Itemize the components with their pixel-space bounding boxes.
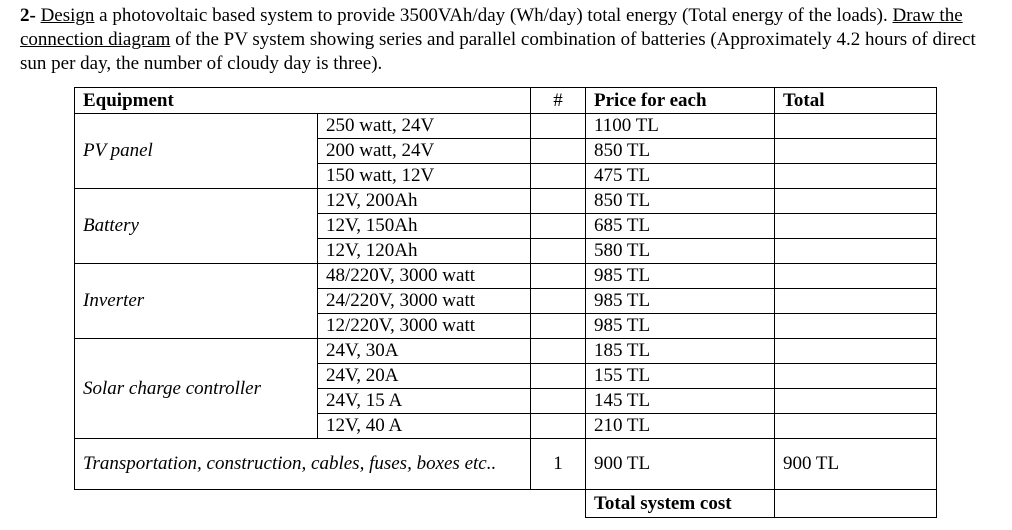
quantity-cell — [530, 113, 586, 139]
price-cell: 475 TL — [585, 163, 775, 189]
quantity-cell — [530, 213, 586, 239]
table-header-row: Equipment # Price for each Total — [74, 87, 937, 114]
total-cell — [774, 363, 937, 389]
quantity-cell — [530, 138, 586, 164]
equipment-spec: 12V, 200Ah — [317, 188, 531, 214]
total-cell — [774, 288, 937, 314]
total-system-cost-row: Total system cost — [75, 489, 937, 518]
quantity-cell — [530, 238, 586, 264]
equipment-spec: 24V, 15 A — [317, 388, 531, 414]
misc-total: 900 TL — [774, 438, 937, 490]
quantity-cell — [530, 188, 586, 214]
total-cell — [774, 188, 937, 214]
header-price: Price for each — [585, 87, 775, 114]
price-cell: 985 TL — [585, 313, 775, 339]
equipment-table: Equipment # Price for each Total PV pane… — [74, 87, 937, 518]
misc-label: Transportation, construction, cables, fu… — [74, 438, 531, 490]
draw-keyword: Draw the connection diagram — [20, 5, 963, 50]
price-cell: 580 TL — [585, 238, 775, 264]
table-row: 12V, 120Ah 580 TL — [75, 238, 937, 264]
price-cell: 850 TL — [585, 188, 775, 214]
price-cell: 685 TL — [585, 213, 775, 239]
question-text-part1: a photovoltaic based system to provide 3… — [94, 5, 888, 26]
price-cell: 1100 TL — [585, 113, 775, 139]
total-cell — [774, 313, 937, 339]
total-cell — [774, 388, 937, 414]
table-row: Solar charge controller 24V, 30A 185 TL — [74, 338, 937, 439]
total-cell — [774, 138, 937, 164]
misc-row: Transportation, construction, cables, fu… — [74, 438, 937, 490]
misc-count: 1 — [530, 438, 586, 490]
quantity-cell — [530, 338, 586, 364]
equipment-group-name: Battery — [74, 188, 318, 264]
equipment-spec: 24/220V, 3000 watt — [317, 288, 531, 314]
misc-price: 900 TL — [585, 438, 775, 490]
header-total: Total — [774, 87, 937, 114]
equipment-spec: 24V, 20A — [317, 363, 531, 389]
quantity-cell — [530, 413, 586, 439]
price-cell: 155 TL — [585, 363, 775, 389]
table-row: PV panel 250 watt, 24V 1100 TL — [74, 113, 937, 189]
footer-spacer — [75, 490, 586, 518]
total-system-cost-value — [774, 489, 937, 518]
table-row: 24V, 15 A 145 TL — [75, 388, 937, 414]
table-row: 12V, 150Ah 685 TL — [75, 213, 937, 239]
total-cell — [774, 163, 937, 189]
price-cell: 185 TL — [585, 338, 775, 364]
equipment-group-name: Inverter — [74, 263, 318, 339]
header-count: # — [530, 87, 586, 114]
total-system-cost-label: Total system cost — [585, 489, 775, 518]
total-cell — [774, 238, 937, 264]
equipment-spec: 12V, 40 A — [317, 413, 531, 439]
total-cell — [774, 338, 937, 364]
quantity-cell — [530, 388, 586, 414]
total-cell — [774, 413, 937, 439]
equipment-spec: 12V, 120Ah — [317, 238, 531, 264]
table-row: 24/220V, 3000 watt 985 TL — [75, 288, 937, 314]
price-cell: 210 TL — [585, 413, 775, 439]
equipment-spec: 12V, 150Ah — [317, 213, 531, 239]
equipment-spec: 24V, 30A — [317, 338, 531, 364]
quantity-cell — [530, 163, 586, 189]
table-row: 200 watt, 24V 850 TL — [75, 138, 937, 164]
quantity-cell — [530, 288, 586, 314]
design-keyword: Design — [40, 5, 95, 26]
table-row: 150 watt, 12V 475 TL — [75, 163, 937, 189]
price-cell: 145 TL — [585, 388, 775, 414]
question-text-part2: of the PV system showing series and para… — [20, 29, 976, 74]
equipment-spec: 48/220V, 3000 watt — [317, 263, 531, 289]
total-cell — [774, 113, 937, 139]
total-cell — [774, 213, 937, 239]
question-number: 2- — [20, 5, 36, 26]
price-cell: 985 TL — [585, 288, 775, 314]
price-cell: 985 TL — [585, 263, 775, 289]
table-row: 12V, 40 A 210 TL — [75, 413, 937, 439]
table-row: Battery 12V, 200Ah 850 TL — [74, 188, 937, 264]
table-row: 12/220V, 3000 watt 985 TL — [75, 313, 937, 339]
quantity-cell — [530, 363, 586, 389]
equipment-group-name: PV panel — [74, 113, 318, 189]
price-cell: 850 TL — [585, 138, 775, 164]
quantity-cell — [530, 313, 586, 339]
table-row: Inverter 48/220V, 3000 watt 985 TL — [74, 263, 937, 339]
header-equipment: Equipment — [74, 87, 531, 114]
equipment-spec: 250 watt, 24V — [317, 113, 531, 139]
total-cell — [774, 263, 937, 289]
equipment-spec: 200 watt, 24V — [317, 138, 531, 164]
question-text: 2- Design a photovoltaic based system to… — [20, 4, 1000, 76]
equipment-spec: 150 watt, 12V — [317, 163, 531, 189]
equipment-spec: 12/220V, 3000 watt — [317, 313, 531, 339]
quantity-cell — [530, 263, 586, 289]
equipment-group-name: Solar charge controller — [74, 338, 318, 439]
